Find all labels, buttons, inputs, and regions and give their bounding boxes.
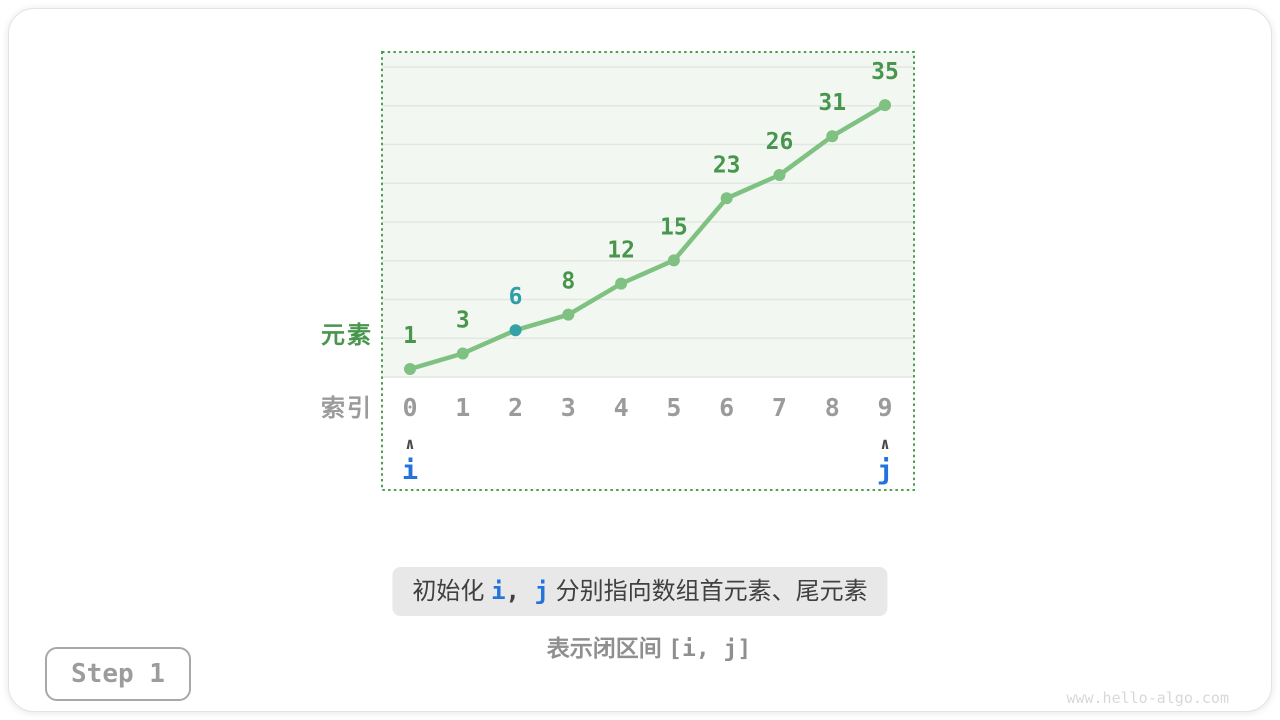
pointer-caret-icon: ∧ [880,434,890,453]
value-label: 3 [456,307,470,333]
subcaption-interval: [i, j] [668,636,752,662]
data-line [409,103,887,372]
y-axis-label: 元素 [321,322,373,349]
data-point [773,169,786,181]
index-label: 2 [508,393,523,422]
index-label: 5 [666,393,681,422]
subcaption-text: 表示闭区间 [546,635,669,661]
value-label: 23 [713,152,741,178]
index-label: 4 [614,393,629,422]
caption-text-prefix: 初始化 [412,578,492,605]
caption-pointer-i: i [491,577,506,605]
value-label: 8 [561,269,575,295]
value-label: 12 [607,238,635,264]
index-label: 9 [877,393,892,422]
pointer-label-j: j [877,455,893,486]
value-label-highlighted: 6 [509,284,523,310]
figure-card: 1 3 6 8 12 15 23 26 31 35 0 1 2 3 4 5 6 7 8 9 元素 索引 ∧ i ∧ j 初始化 i… [8,8,1272,712]
index-label: 6 [719,393,734,422]
pointer-caret-icon: ∧ [405,434,415,453]
value-label: 31 [818,90,846,116]
index-label: 8 [825,393,840,422]
caption-separator: , [505,577,535,605]
data-point [615,277,628,290]
pointer-label-i: i [402,455,418,486]
watermark: www.hello-algo.com [1066,689,1229,707]
value-label: 15 [660,214,688,240]
value-label: 26 [766,129,794,155]
index-label: 0 [402,393,417,422]
caption-text-suffix: 分别指向数组首元素、尾元素 [548,578,868,605]
data-point [667,254,680,267]
data-point-highlighted [509,324,522,337]
index-label: 7 [772,393,787,422]
data-point [720,192,733,205]
data-point [562,308,575,321]
data-point [826,130,839,143]
caption-box: 初始化 i, j 分别指向数组首元素、尾元素 [392,567,888,616]
caption-pointer-j: j [534,577,549,605]
step-badge: Step 1 [45,647,191,701]
data-point [404,363,416,375]
subcaption: 表示闭区间 [i, j] [9,629,1280,663]
x-axis-label: 索引 [321,395,373,422]
index-label: 3 [561,393,576,422]
data-point [456,347,469,360]
value-label: 1 [403,323,417,349]
value-label: 35 [871,59,899,85]
index-label: 1 [455,393,470,422]
step-badge-label: Step 1 [71,659,165,689]
data-point [879,99,892,112]
